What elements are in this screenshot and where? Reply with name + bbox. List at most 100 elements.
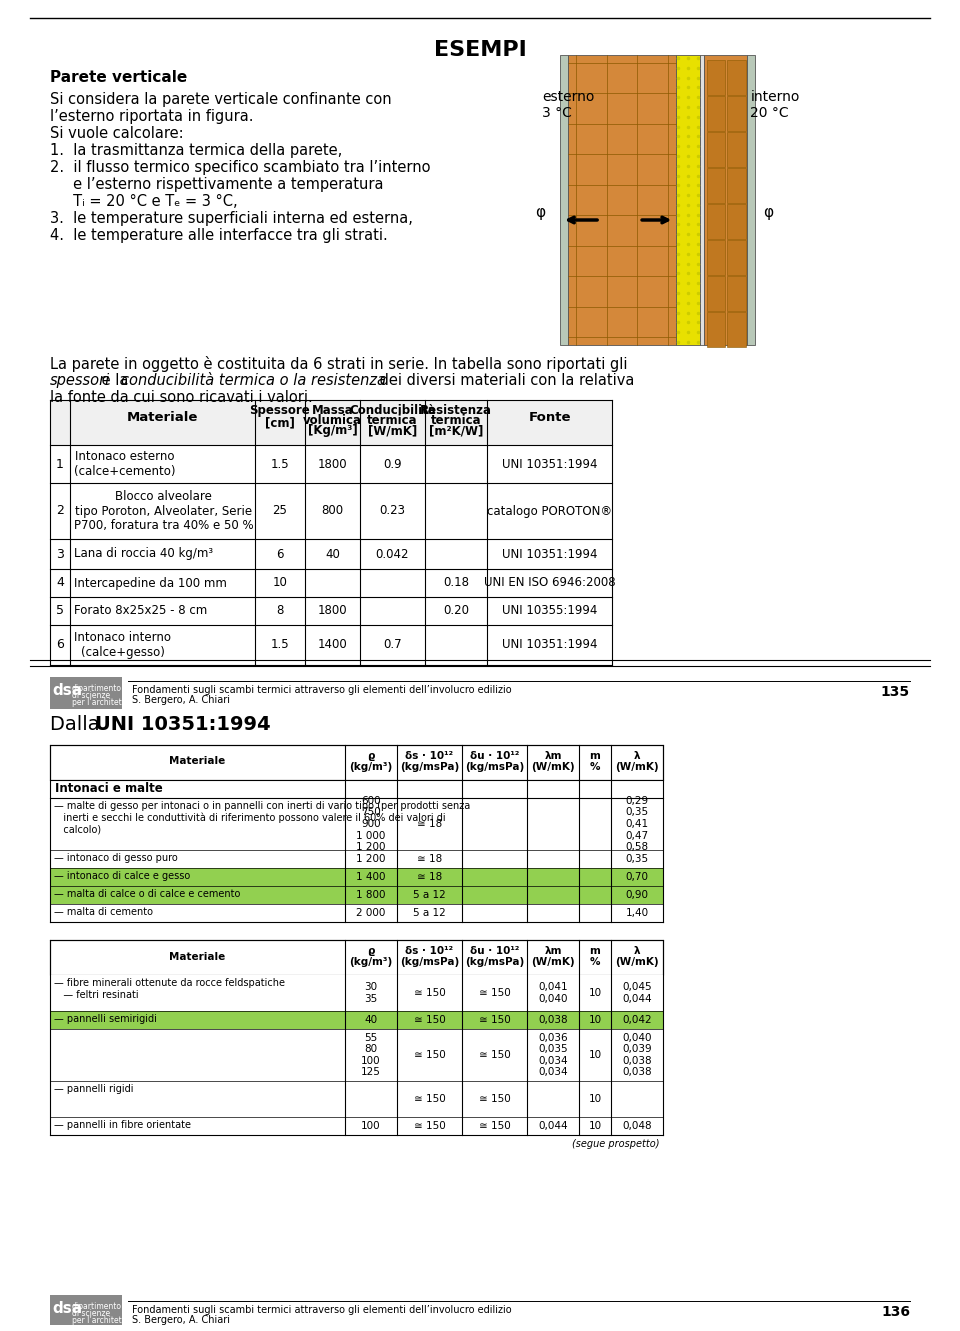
Text: Massa: Massa (312, 405, 353, 417)
Text: λ
(W/mK): λ (W/mK) (615, 751, 659, 772)
Text: 5: 5 (56, 604, 64, 618)
Text: 4.  le temperature alle interfacce tra gli strati.: 4. le temperature alle interfacce tra gl… (50, 228, 388, 244)
Bar (704, 55, 747, 345)
Text: 10: 10 (588, 1121, 602, 1131)
Text: 2.  il flusso termico specifico scambiato tra l’interno: 2. il flusso termico specifico scambiato… (50, 160, 430, 174)
Text: Fondamenti sugli scambi termici attraverso gli elementi dell’involucro edilizio: Fondamenti sugli scambi termici attraver… (132, 685, 512, 695)
Text: (segue prospetto): (segue prospetto) (572, 1139, 660, 1149)
Text: 3: 3 (56, 547, 64, 560)
Bar (50, 1081, 663, 1117)
Text: Si vuole calcolare:: Si vuole calcolare: (50, 126, 183, 141)
Text: 1 800: 1 800 (356, 890, 386, 900)
Text: 6: 6 (276, 547, 284, 560)
Text: 0,041
0,040: 0,041 0,040 (539, 982, 567, 1004)
Text: dipartimento: dipartimento (72, 1302, 122, 1311)
Text: 100: 100 (361, 1121, 381, 1131)
Text: termica: termica (431, 414, 481, 427)
Text: — malta di calce o di calce e cemento: — malta di calce o di calce e cemento (54, 889, 240, 898)
Text: dipartimento: dipartimento (72, 684, 122, 693)
Text: 0.20: 0.20 (443, 604, 469, 618)
Text: 8: 8 (276, 604, 284, 618)
Text: UNI 10351:1994: UNI 10351:1994 (95, 715, 271, 733)
Text: ≅ 150: ≅ 150 (414, 1121, 445, 1131)
Text: Forato 8x25x25 - 8 cm: Forato 8x25x25 - 8 cm (74, 604, 207, 618)
Text: 1,40: 1,40 (625, 908, 649, 918)
Text: — intonaco di calce e gesso: — intonaco di calce e gesso (54, 870, 190, 881)
Text: ≅ 150: ≅ 150 (414, 1094, 445, 1103)
Text: catalogo POROTON®: catalogo POROTON® (487, 504, 612, 518)
Text: 2: 2 (56, 504, 64, 518)
Text: ESEMPI: ESEMPI (434, 40, 526, 60)
Text: ≅ 150: ≅ 150 (414, 988, 445, 998)
Text: Dalla: Dalla (50, 715, 106, 733)
Bar (728, 96, 746, 130)
Text: e la: e la (97, 373, 133, 389)
Bar (50, 1029, 663, 1081)
Text: 25: 25 (273, 504, 287, 518)
Text: 4: 4 (56, 576, 64, 590)
Bar (728, 132, 746, 166)
Text: 1.5: 1.5 (271, 639, 289, 651)
Text: λ
(W/mK): λ (W/mK) (615, 946, 659, 968)
Text: termica: termica (367, 414, 418, 427)
Text: φ: φ (535, 205, 545, 220)
Text: 5 a 12: 5 a 12 (413, 908, 445, 918)
Text: 0,048: 0,048 (622, 1121, 652, 1131)
Text: ≅ 150: ≅ 150 (479, 988, 511, 998)
Bar (50, 1295, 122, 1324)
Bar (728, 60, 746, 95)
Text: dsa: dsa (52, 683, 83, 697)
Text: UNI 10351:1994: UNI 10351:1994 (502, 458, 597, 470)
Text: UNI 10351:1994: UNI 10351:1994 (502, 547, 597, 560)
Text: 0,90: 0,90 (626, 890, 649, 900)
Text: S. Bergero, A. Chiari: S. Bergero, A. Chiari (132, 695, 230, 705)
Text: m
%: m % (589, 751, 600, 772)
Bar (707, 168, 726, 204)
Text: 0.23: 0.23 (379, 504, 405, 518)
Bar (50, 1012, 663, 1029)
Text: Si considera la parete verticale confinante con: Si considera la parete verticale confina… (50, 92, 392, 106)
Bar (50, 745, 663, 780)
Text: 0,042: 0,042 (622, 1016, 652, 1025)
Text: per l’architettura: per l’architettura (72, 1316, 137, 1324)
Text: 136: 136 (881, 1304, 910, 1319)
Bar (728, 168, 746, 204)
Bar (707, 132, 726, 166)
Text: ≅ 18: ≅ 18 (417, 872, 443, 882)
Text: Spessore: Spessore (250, 405, 310, 417)
Text: — malte di gesso per intonaci o in pannelli con inerti di vario tipo (per prodot: — malte di gesso per intonaci o in panne… (54, 801, 470, 835)
Text: 0,038: 0,038 (539, 1016, 567, 1025)
Bar (707, 96, 726, 130)
Text: 0,29
0,35
0,41
0,47
0,58: 0,29 0,35 0,41 0,47 0,58 (625, 796, 649, 852)
Text: 0,045
0,044: 0,045 0,044 (622, 982, 652, 1004)
Text: 10: 10 (588, 1016, 602, 1025)
Bar (728, 204, 746, 240)
Text: 40: 40 (365, 1016, 377, 1025)
Text: UNI 10351:1994: UNI 10351:1994 (502, 639, 597, 651)
Text: 0,35: 0,35 (625, 855, 649, 864)
Text: conducibilità termica o la resistenza: conducibilità termica o la resistenza (121, 373, 386, 389)
Text: λm
(W/mK): λm (W/mK) (531, 751, 575, 772)
Text: volumica: volumica (303, 414, 362, 427)
Bar (728, 311, 746, 347)
Text: 40: 40 (325, 547, 340, 560)
Text: Lana di roccia 40 kg/m³: Lana di roccia 40 kg/m³ (74, 547, 213, 560)
Text: Parete verticale: Parete verticale (50, 71, 187, 85)
Text: La parete in oggetto è costituita da 6 strati in serie. In tabella sono riportat: La parete in oggetto è costituita da 6 s… (50, 355, 628, 371)
Bar (50, 799, 663, 851)
Text: δu · 10¹²
(kg/msPa): δu · 10¹² (kg/msPa) (465, 946, 524, 968)
Text: S. Bergero, A. Chiari: S. Bergero, A. Chiari (132, 1315, 230, 1324)
Bar (728, 276, 746, 311)
Bar (700, 55, 704, 345)
Text: Materiale: Materiale (127, 411, 198, 425)
Text: Fonte: Fonte (528, 411, 571, 425)
Text: [Kg/m³]: [Kg/m³] (307, 425, 357, 437)
Text: Fondamenti sugli scambi termici attraverso gli elementi dell’involucro edilizio: Fondamenti sugli scambi termici attraver… (132, 1304, 512, 1315)
Text: 0,70: 0,70 (626, 872, 649, 882)
Text: dsa: dsa (52, 1300, 83, 1316)
Bar (707, 204, 726, 240)
Text: Blocco alveolare
tipo Poroton, Alveolater, Serie
P700, foratura tra 40% e 50 %: Blocco alveolare tipo Poroton, Alveolate… (74, 490, 253, 532)
Text: δs · 10¹²
(kg/msPa): δs · 10¹² (kg/msPa) (400, 751, 459, 772)
Text: ϱ
(kg/m³): ϱ (kg/m³) (349, 946, 393, 968)
Text: Materiale: Materiale (169, 756, 226, 767)
